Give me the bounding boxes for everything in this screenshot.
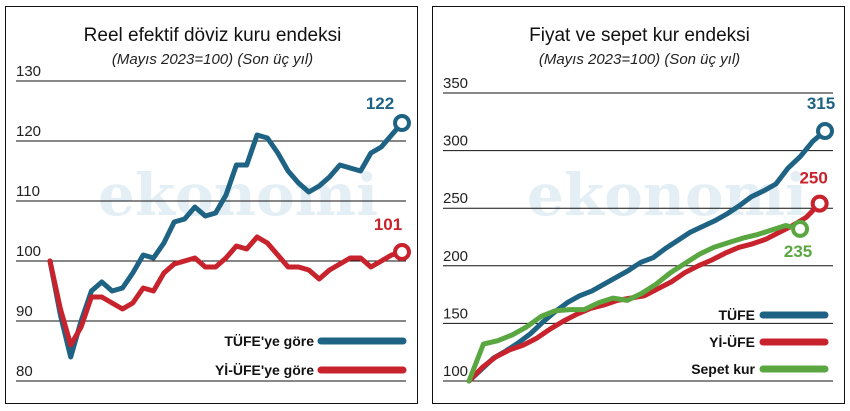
y-tick-label: 100 (443, 363, 468, 380)
y-tick-label: 110 (16, 183, 40, 200)
legend-label: TÜFE'ye göre (224, 333, 314, 349)
y-tick-label: 90 (16, 303, 33, 320)
y-tick-label: 130 (16, 63, 41, 80)
y-tick-label: 300 (443, 133, 468, 150)
series-end-marker (393, 243, 411, 261)
y-tick-label: 100 (16, 243, 41, 260)
series-line (47, 120, 405, 360)
series-end-label: 101 (374, 215, 402, 234)
chart-panel-fiyat-sepet: Fiyat ve sepet kur endeksi (Mayıs 2023=10… (432, 6, 845, 404)
series-end-marker (791, 219, 810, 238)
chart-subtitle: (Mayıs 2023=100) (Son üç yıl) (112, 51, 313, 68)
legend-label: TÜFE (718, 307, 755, 323)
series-end-label: 250 (799, 169, 827, 188)
series-end-label: 315 (807, 94, 835, 113)
y-tick-label: 200 (443, 248, 468, 265)
chart-title: Fiyat ve sepet kur endeksi (529, 25, 750, 46)
legend-label: Yİ-ÜFE (709, 334, 755, 350)
legend-label: Sepet kur (691, 361, 755, 377)
series-line (466, 201, 823, 384)
y-tick-label: 80 (16, 363, 33, 380)
series-line (47, 234, 405, 348)
y-tick-label: 250 (443, 190, 468, 207)
series-line (466, 223, 803, 384)
y-tick-label: 350 (443, 75, 468, 92)
chart-subtitle: (Mayıs 2023=100) (Son üç yıl) (539, 51, 740, 68)
chart-fiyat-sepet-svg: Fiyat ve sepet kur endeksi (Mayıs 2023=10… (443, 25, 835, 384)
series-line (466, 128, 828, 384)
legend-label: Yİ-ÜFE'ye göre (215, 362, 314, 378)
series-end-marker (810, 194, 829, 213)
y-tick-label: 120 (16, 123, 41, 140)
series-end-marker (816, 122, 834, 141)
chart-title: Reel efektif döviz kuru endeksi (84, 25, 342, 46)
y-tick-label: 150 (443, 305, 468, 322)
chart-reel-efektif-svg: Reel efektif döviz kuru endeksi (Mayıs 20… (16, 25, 411, 382)
watermark-logo: ekonomi (527, 161, 807, 229)
series-end-label: 122 (366, 94, 394, 113)
chart-panel-reel-efektif: Reel efektif döviz kuru endeksi (Mayıs 20… (5, 6, 418, 404)
series-end-marker (393, 114, 411, 132)
series-end-label: 235 (784, 242, 812, 261)
